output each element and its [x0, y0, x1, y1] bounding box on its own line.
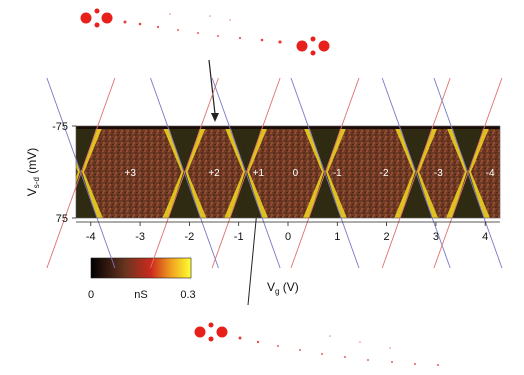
diamond-labels: +3 +2 +1 0 -1 -2 -3 -4 [125, 168, 495, 179]
diamond-label-4: -1 [333, 168, 342, 179]
top-molecule-illustration [80, 8, 330, 56]
x-axis-label: Vg (V) [267, 280, 299, 296]
x-tick-label-7: 3 [433, 231, 439, 243]
x-tick-label-8: 4 [482, 231, 488, 243]
heatmap-frame [75, 125, 501, 219]
colorbar-max-label: 0.3 [180, 289, 195, 301]
x-tick-label-6: 2 [384, 231, 390, 243]
fit-line-red-2 [211, 77, 281, 269]
fit-line-red-3 [290, 77, 360, 269]
fit-line-red-4 [381, 77, 451, 269]
x-tick-label-5: 1 [334, 231, 340, 243]
pointer-arrows [208, 59, 258, 306]
diamond-label-5: -2 [380, 168, 389, 179]
degeneracy-core-0 [76, 126, 97, 218]
x-tick-label-1: -3 [135, 231, 145, 243]
heatmap-top-strip [76, 126, 500, 129]
x-tick-label-4: 0 [285, 231, 291, 243]
fit-line-red-5 [433, 77, 503, 269]
colorbar [90, 257, 192, 279]
y-tick-label-1: 75 [56, 213, 68, 225]
x-tick-label-2: -2 [185, 231, 195, 243]
fit-line-red-1 [150, 77, 219, 269]
y-axis-label: Vs-d (mV) [25, 148, 41, 196]
y-ticks: -75 75 [52, 121, 76, 225]
diamond-label-2: +1 [253, 168, 265, 179]
diamond-label-7: -4 [486, 168, 495, 179]
x-tick-label-0: -4 [86, 231, 96, 243]
diamond-label-6: -3 [434, 168, 443, 179]
y-tick-label-0: -75 [52, 121, 68, 133]
fit-lines [46, 77, 503, 269]
colorbar-unit-label: nS [134, 289, 147, 301]
diamond-label-0: +3 [125, 168, 137, 179]
diamond-label-1: +2 [208, 168, 220, 179]
x-tick-label-3: -1 [234, 231, 244, 243]
fit-line-red-0 [46, 77, 116, 269]
colorbar-min-label: 0 [88, 289, 94, 301]
x-ticks: -4 -3 -2 -1 0 1 2 3 4 [86, 222, 488, 243]
bottom-molecule-illustration [194, 322, 439, 366]
diamond-label-3: 0 [293, 168, 299, 179]
